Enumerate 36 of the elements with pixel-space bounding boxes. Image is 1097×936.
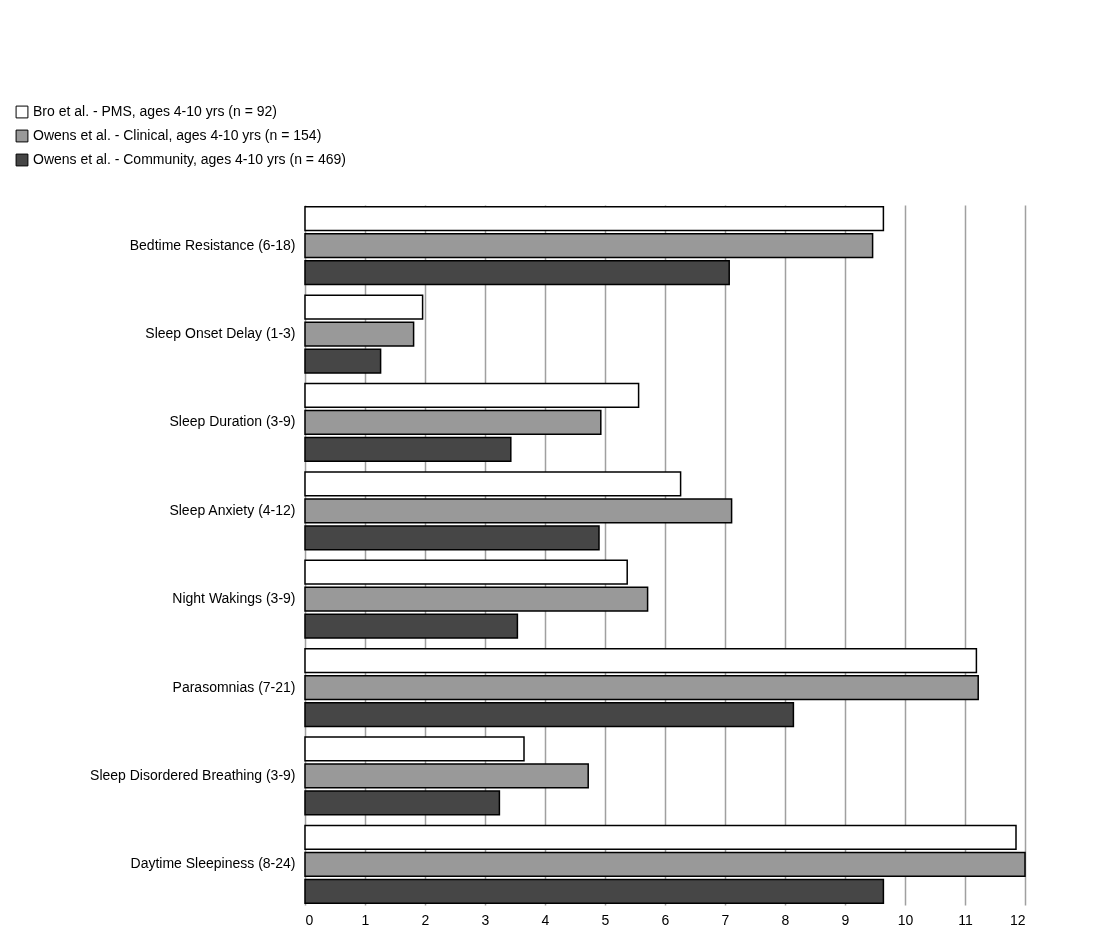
x-tick-label: 0	[305, 911, 314, 928]
y-tick-label: Sleep Anxiety (4-12)	[169, 501, 296, 518]
y-tick-label: Sleep Duration (3-9)	[169, 413, 296, 430]
x-tick-label: 12	[1009, 911, 1026, 928]
y-tick-label: Bedtime Resistance (6-18)	[129, 236, 296, 253]
bar	[304, 525, 600, 551]
bar	[304, 436, 512, 463]
legend-label: Bro et al. - PMS, ages 4-10 yrs (n = 92)	[33, 103, 277, 119]
bar	[304, 824, 1017, 850]
x-tick-label: 7	[721, 911, 730, 928]
bar	[304, 206, 885, 232]
y-tick-label: Sleep Onset Delay (1-3)	[145, 325, 296, 342]
bar	[304, 647, 978, 674]
x-tick-label: 11	[958, 911, 973, 928]
legend-label: Owens et al. - Community, ages 4-10 yrs (n = 469)	[33, 151, 346, 167]
y-tick-label: Sleep Disordered Breathing (3-9)	[90, 766, 296, 783]
bar	[304, 613, 519, 639]
bar	[304, 260, 730, 286]
bar	[304, 471, 682, 497]
x-tick-label: 8	[781, 911, 790, 928]
legend-label: Owens et al. - Clinical, ages 4-10 yrs (n = 154)	[33, 127, 322, 143]
x-tick-label: 10	[897, 911, 914, 928]
y-tick-label: Night Wakings (3-9)	[172, 590, 296, 607]
x-tick-label: 4	[541, 911, 550, 928]
x-tick-label: 6	[661, 911, 670, 928]
y-tick-label: Parasomnias (7-21)	[172, 678, 296, 695]
bar	[304, 559, 628, 585]
x-tick-label: 9	[841, 911, 850, 928]
x-tick-label: 3	[481, 911, 490, 928]
x-tick-label: 5	[601, 911, 610, 928]
bar	[304, 382, 640, 409]
bar	[304, 701, 795, 728]
bar	[304, 878, 885, 904]
y-tick-label: Daytime Sleepiness (8-24)	[130, 855, 296, 872]
x-tick-label: 1	[361, 911, 370, 928]
x-tick-label: 2	[421, 911, 430, 928]
